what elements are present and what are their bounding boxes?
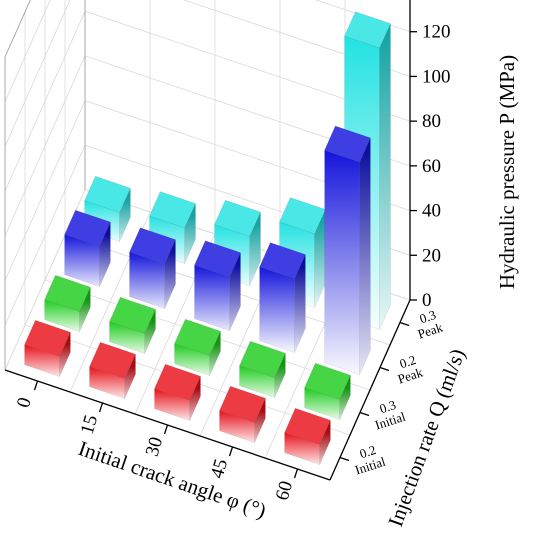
bar-45-1	[239, 340, 286, 398]
x-tick	[228, 446, 234, 457]
z-tick-label: 120	[422, 22, 451, 43]
x-tick	[293, 468, 299, 479]
x-tick-label: 0	[13, 395, 36, 410]
bar-30-1	[174, 318, 221, 376]
bar-60-2	[324, 125, 371, 375]
y-tick-label-bottom: Initial	[373, 409, 408, 433]
x-tick	[163, 424, 169, 435]
x-tick	[33, 380, 39, 391]
y-tick-label-top: 0.3	[378, 397, 398, 416]
bar-0-0	[24, 319, 71, 377]
bar-60-1	[304, 362, 351, 420]
y-tick	[359, 411, 370, 417]
x-tick-label: 60	[272, 479, 297, 503]
bar-0-1	[44, 274, 91, 332]
z-tick-label: 0	[422, 290, 432, 311]
z-tick-label: 40	[422, 201, 441, 222]
y-tick	[399, 321, 410, 327]
z-tick-label: 20	[422, 245, 441, 266]
y-tick	[379, 366, 390, 372]
x-tick	[98, 402, 104, 413]
y-tick-label-bottom: Initial	[353, 454, 388, 478]
y-tick	[339, 456, 350, 462]
bar-30-0	[154, 363, 201, 421]
bar-0-2	[64, 209, 111, 287]
bar-30-2	[194, 240, 241, 331]
bar-15-0	[89, 341, 136, 399]
z-tick-label: 100	[422, 66, 451, 87]
z-gridline	[4, 0, 411, 102]
bar-45-2	[259, 242, 306, 353]
z-axis-title: Hydraulic pressure P (MPa)	[495, 55, 519, 289]
z-tick-label: 80	[422, 111, 441, 132]
bars-layer	[24, 11, 391, 465]
x-tick-label: 30	[142, 435, 167, 459]
bar-60-0	[284, 407, 331, 465]
y-tick-label-top: 0.2	[358, 442, 378, 461]
x-tick-label: 15	[77, 413, 102, 437]
bar-45-0	[219, 385, 266, 443]
bar-15-2	[129, 227, 176, 309]
bar-15-1	[109, 296, 156, 354]
axis-layer	[4, 0, 417, 481]
y-axis-line	[329, 299, 411, 481]
z-tick-label: 60	[422, 156, 441, 177]
z-gridline	[4, 0, 411, 147]
y-tick-label-top: 0.2	[398, 352, 418, 371]
x-tick-label: 45	[207, 457, 232, 481]
y-tick-label-top: 0.3	[418, 307, 438, 326]
